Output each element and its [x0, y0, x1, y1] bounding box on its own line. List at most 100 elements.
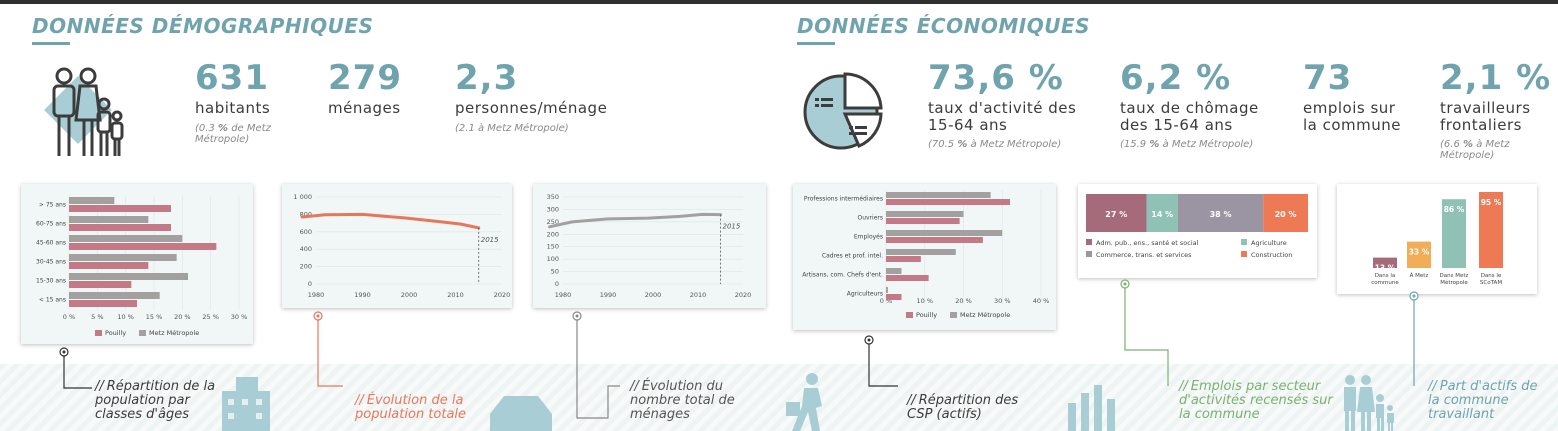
chart-menages: 0 50 100 150 200 250 300 350 1980 1990 2000 2010 202… [547, 193, 752, 299]
x-tick-label: 30 % [994, 297, 1011, 305]
bar-metz [69, 216, 149, 223]
stacked-segment [1177, 194, 1264, 232]
x-tick-label: 1980 [555, 291, 572, 299]
x-tick-label: 25 % [202, 313, 219, 321]
bar-pouilly [886, 237, 983, 243]
category-label: 30-45 ans [36, 259, 66, 266]
category-label: Ouvriers [858, 215, 884, 222]
walking-person-icon [786, 373, 822, 431]
chart-secteurs: 27 % 14 % 38 % 20 % Adm. pub., ens., santé e… [1086, 194, 1308, 259]
category-label: Métropole [1440, 279, 1468, 286]
stat-frontaliers-sub: (6.6 % à Metz Métropole) [1440, 139, 1510, 161]
caption-csp: //Répartition des CSP (actifs) [907, 393, 1019, 422]
legend-swatch-pouilly [906, 312, 913, 318]
x-tick-label: 1990 [600, 291, 617, 299]
x-tick-label: 2020 [735, 291, 752, 299]
card-population: 0 200 400 600 800 1 000 1980 1990 2000 2010 2020 20… [282, 184, 512, 308]
category-label: Dans la [1375, 273, 1396, 279]
legend-swatch [1241, 251, 1247, 257]
bar-pouilly [69, 300, 137, 307]
bar [1407, 241, 1431, 268]
bar-pouilly [69, 243, 217, 250]
x-tick-label: 2000 [401, 291, 418, 299]
segment-label: 20 % [1275, 210, 1297, 219]
stacked-segment [1263, 194, 1308, 232]
bar-metz [886, 192, 991, 198]
stat-menages-value: 279 [328, 58, 402, 98]
bar-pouilly [886, 218, 960, 224]
category-label: SCoTAM [1480, 280, 1502, 286]
caption-menages: //Évolution du nombre total de ménages [630, 379, 735, 422]
x-tick-label: 30 % [231, 313, 248, 321]
chart-csp: 0 % 10 % 20 % 30 % 40 % Professions intermédi… [802, 190, 1049, 319]
legend-swatch [1086, 251, 1092, 257]
legend-swatch-metz [950, 312, 957, 318]
chart-population: 0 200 400 600 800 1 000 1980 1990 2000 2010 2020 20… [293, 193, 511, 299]
category-label: Agriculteurs [847, 291, 883, 298]
x-tick-label: 0 % [63, 313, 75, 321]
category-label: > 75 ans [39, 202, 66, 209]
category-label: Cadres et prof. intel. [822, 253, 883, 260]
bar-value-label: 95 % [1481, 198, 1502, 207]
bar [1373, 257, 1397, 268]
bar [1442, 199, 1466, 268]
legend-label-pouilly: Pouilly [916, 311, 937, 319]
annotation-label: 2015 [723, 223, 741, 231]
legend-swatch-pouilly [95, 330, 102, 336]
series-line [548, 212, 722, 229]
demo-title-underline [32, 42, 70, 45]
x-tick-label: 2020 [494, 291, 511, 299]
legend-swatch [1241, 239, 1247, 245]
bar-metz [886, 230, 1003, 236]
x-tick-label: 20 % [955, 297, 972, 305]
bar-pouilly [886, 275, 929, 281]
y-tick-label: 600 [300, 228, 312, 236]
y-tick-label: 150 [547, 243, 559, 251]
y-tick-label: 200 [300, 263, 312, 271]
stat-activite-value: 73,6 % [928, 58, 1064, 98]
card-lieu-travail: 13 % Dans la commune 33 % À Metz 86 % Dans Met… [1337, 184, 1537, 294]
caption-secteurs: //Emplois par secteur d'activités recens… [1179, 379, 1333, 422]
bar-pouilly [69, 224, 171, 231]
bar-metz [69, 292, 160, 299]
bar-metz [886, 287, 888, 293]
legend-swatch-metz [139, 330, 146, 336]
x-tick-label: 20 % [174, 313, 191, 321]
y-tick-label: 300 [547, 205, 559, 213]
bar-pouilly [886, 199, 1010, 205]
y-tick-label: 350 [547, 193, 559, 201]
stat-menages-label: ménages [328, 99, 401, 117]
segment-label: 14 % [1151, 210, 1173, 219]
x-tick-label: 2010 [690, 291, 707, 299]
bar-value-label: 33 % [1409, 248, 1430, 257]
y-tick-label: 250 [547, 218, 559, 226]
top-bar [0, 0, 1558, 4]
stat-habitants-sub: (0.3 % de Metz Métropole) [195, 123, 271, 145]
x-tick-label: 2000 [645, 291, 662, 299]
stacked-segment [1086, 194, 1147, 232]
stacked-segment [1146, 194, 1178, 232]
category-label: 45-60 ans [36, 240, 66, 247]
annotation-label: 2015 [481, 236, 499, 244]
stat-personnes-label: personnes/ménage [455, 99, 608, 117]
bar-metz [69, 254, 177, 261]
y-tick-label: 0 [555, 280, 559, 288]
bar [1479, 192, 1503, 268]
category-label: Employés [854, 234, 883, 241]
pie-chart-icon [803, 72, 883, 150]
category-label: Professions intermédiaires [804, 196, 883, 203]
stat-chomage-value: 6,2 % [1120, 58, 1232, 98]
stat-personnes-sub: (2.1 à Metz Métropole) [455, 123, 569, 134]
y-tick-label: 1 000 [293, 193, 312, 201]
stat-frontaliers-label: travailleurs frontaliers [1440, 99, 1531, 134]
y-tick-label: 800 [300, 210, 312, 218]
legend-swatch [1086, 239, 1092, 245]
eco-section-title: DONNÉES ÉCONOMIQUES [797, 14, 1091, 38]
x-tick-label: 0 % [880, 297, 892, 305]
stat-personnes-value: 2,3 [455, 58, 519, 98]
stat-activite-label: taux d'activité des 15-64 ans [928, 99, 1077, 134]
card-ages: 0 % 5 % 10 % 15 % 20 % 25 % 30 % > 75 ans 60-75 … [21, 184, 253, 344]
bar-pouilly [886, 294, 902, 300]
caption-ages: //Répartition de la population par class… [95, 379, 216, 422]
